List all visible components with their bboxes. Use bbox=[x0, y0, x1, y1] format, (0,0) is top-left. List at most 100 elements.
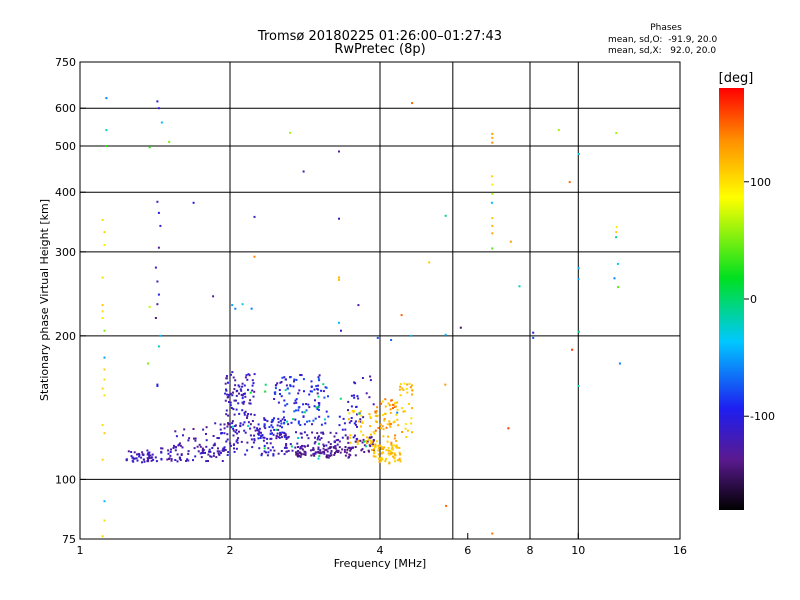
data-point bbox=[188, 437, 191, 440]
data-point bbox=[374, 455, 377, 458]
data-point bbox=[192, 428, 195, 430]
data-point bbox=[246, 416, 248, 419]
data-point bbox=[316, 392, 319, 395]
data-point bbox=[257, 433, 260, 436]
data-point bbox=[146, 449, 149, 452]
data-point bbox=[317, 451, 320, 454]
data-point bbox=[300, 374, 303, 377]
data-point bbox=[199, 452, 202, 455]
data-point bbox=[313, 442, 316, 445]
data-point bbox=[167, 449, 170, 452]
data-point bbox=[105, 145, 108, 147]
data-point bbox=[386, 440, 389, 443]
data-point bbox=[235, 429, 238, 431]
data-point bbox=[303, 411, 306, 414]
data-point bbox=[283, 431, 286, 434]
data-point bbox=[410, 417, 413, 420]
data-point bbox=[242, 423, 245, 426]
data-point bbox=[289, 384, 292, 387]
data-point bbox=[217, 437, 220, 440]
data-point bbox=[258, 430, 261, 433]
data-point bbox=[345, 451, 348, 454]
data-point bbox=[392, 421, 395, 424]
data-point bbox=[322, 383, 325, 386]
data-point bbox=[339, 451, 342, 454]
data-point bbox=[309, 449, 312, 452]
data-point bbox=[179, 459, 182, 461]
data-point bbox=[399, 394, 402, 397]
data-point bbox=[303, 423, 306, 426]
data-point bbox=[353, 396, 356, 399]
data-point bbox=[318, 404, 321, 407]
data-point bbox=[103, 356, 106, 359]
data-point bbox=[234, 424, 237, 427]
data-point bbox=[201, 447, 204, 450]
data-point bbox=[325, 444, 328, 447]
data-point bbox=[404, 423, 407, 425]
data-point bbox=[297, 406, 300, 409]
data-point bbox=[338, 440, 341, 443]
data-point bbox=[208, 450, 210, 453]
data-point bbox=[397, 424, 400, 427]
data-point bbox=[192, 201, 195, 204]
data-point bbox=[491, 141, 494, 144]
data-point bbox=[147, 458, 150, 461]
data-point bbox=[264, 418, 267, 421]
data-point bbox=[300, 453, 303, 456]
data-point bbox=[280, 395, 283, 398]
data-point bbox=[230, 426, 233, 429]
data-point bbox=[247, 421, 250, 424]
data-point bbox=[160, 121, 163, 124]
data-point bbox=[297, 437, 300, 439]
data-point bbox=[344, 454, 347, 457]
data-point bbox=[301, 411, 304, 414]
data-point bbox=[157, 293, 160, 296]
data-point bbox=[271, 426, 274, 429]
data-point bbox=[318, 442, 320, 445]
data-point bbox=[168, 140, 171, 143]
data-point bbox=[388, 404, 391, 407]
x-tick-label: 16 bbox=[673, 544, 687, 557]
data-point bbox=[239, 424, 242, 427]
data-point bbox=[251, 379, 254, 382]
data-point bbox=[577, 330, 580, 333]
data-point bbox=[226, 454, 229, 456]
data-point bbox=[303, 390, 305, 393]
phase-info-heading: Phases bbox=[650, 23, 682, 33]
x-tick-label: 1 bbox=[77, 544, 84, 557]
data-point bbox=[226, 393, 229, 396]
data-point bbox=[246, 414, 249, 417]
data-point bbox=[295, 398, 298, 401]
data-point bbox=[154, 266, 157, 269]
data-point bbox=[159, 334, 162, 337]
data-point bbox=[396, 411, 399, 414]
colorbar-label: [deg] bbox=[719, 71, 754, 86]
data-point bbox=[263, 417, 266, 420]
data-point bbox=[209, 450, 212, 453]
data-point bbox=[235, 447, 238, 450]
data-point bbox=[141, 451, 144, 454]
data-point bbox=[301, 448, 304, 451]
x-tick-label: 4 bbox=[377, 544, 384, 557]
data-point bbox=[324, 422, 327, 425]
x-tick-label: 8 bbox=[527, 544, 534, 557]
y-tick-label: 200 bbox=[55, 330, 76, 343]
data-point bbox=[338, 321, 340, 324]
data-point bbox=[351, 409, 354, 412]
data-point bbox=[287, 423, 290, 426]
data-point bbox=[219, 428, 222, 431]
data-point bbox=[313, 388, 316, 391]
data-point bbox=[279, 425, 282, 428]
data-point bbox=[142, 453, 145, 456]
data-point bbox=[341, 436, 344, 439]
data-point bbox=[299, 424, 302, 426]
data-point bbox=[283, 416, 285, 419]
data-point bbox=[391, 452, 394, 455]
data-point bbox=[284, 434, 287, 437]
data-point bbox=[372, 439, 375, 442]
data-point bbox=[295, 401, 298, 404]
data-point bbox=[232, 376, 235, 379]
data-point bbox=[245, 374, 248, 377]
data-point bbox=[557, 129, 560, 132]
data-point bbox=[317, 435, 320, 438]
